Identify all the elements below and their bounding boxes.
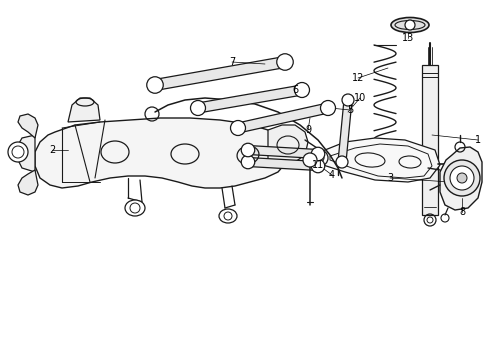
Text: 12: 12 — [352, 73, 364, 83]
Ellipse shape — [391, 18, 429, 32]
Circle shape — [312, 150, 328, 166]
Polygon shape — [248, 158, 318, 171]
Circle shape — [8, 142, 28, 162]
Circle shape — [241, 143, 255, 157]
Polygon shape — [320, 138, 440, 182]
Circle shape — [147, 77, 163, 93]
Text: 7: 7 — [229, 57, 235, 67]
Polygon shape — [68, 98, 100, 122]
Text: 2: 2 — [49, 145, 55, 155]
Circle shape — [405, 20, 415, 30]
Ellipse shape — [125, 200, 145, 216]
Text: 3: 3 — [387, 173, 393, 183]
Text: 8: 8 — [459, 207, 465, 217]
Text: 4: 4 — [329, 170, 335, 180]
Ellipse shape — [219, 209, 237, 223]
Polygon shape — [237, 103, 329, 133]
Polygon shape — [338, 100, 352, 162]
Text: 6: 6 — [292, 85, 298, 95]
Circle shape — [311, 147, 325, 161]
Polygon shape — [248, 145, 318, 158]
Text: 1: 1 — [475, 135, 481, 145]
Polygon shape — [422, 65, 438, 215]
Text: 10: 10 — [354, 93, 366, 103]
Circle shape — [294, 82, 310, 98]
Text: 5: 5 — [347, 105, 353, 115]
Polygon shape — [197, 85, 303, 113]
Circle shape — [230, 121, 245, 135]
Polygon shape — [35, 118, 288, 188]
Circle shape — [336, 156, 348, 168]
Circle shape — [277, 54, 293, 70]
Circle shape — [191, 100, 205, 116]
Polygon shape — [154, 57, 286, 90]
Circle shape — [303, 153, 317, 167]
Text: 9: 9 — [305, 125, 311, 135]
Circle shape — [320, 100, 336, 116]
Polygon shape — [18, 135, 35, 172]
Polygon shape — [18, 114, 38, 138]
Text: 11: 11 — [312, 160, 324, 170]
Circle shape — [342, 94, 354, 106]
Circle shape — [457, 173, 467, 183]
Polygon shape — [18, 170, 38, 195]
Polygon shape — [268, 125, 308, 165]
Circle shape — [241, 155, 255, 169]
Polygon shape — [440, 147, 482, 210]
Circle shape — [311, 159, 325, 173]
Text: 13: 13 — [402, 33, 414, 43]
Circle shape — [450, 166, 474, 190]
Circle shape — [444, 160, 480, 196]
